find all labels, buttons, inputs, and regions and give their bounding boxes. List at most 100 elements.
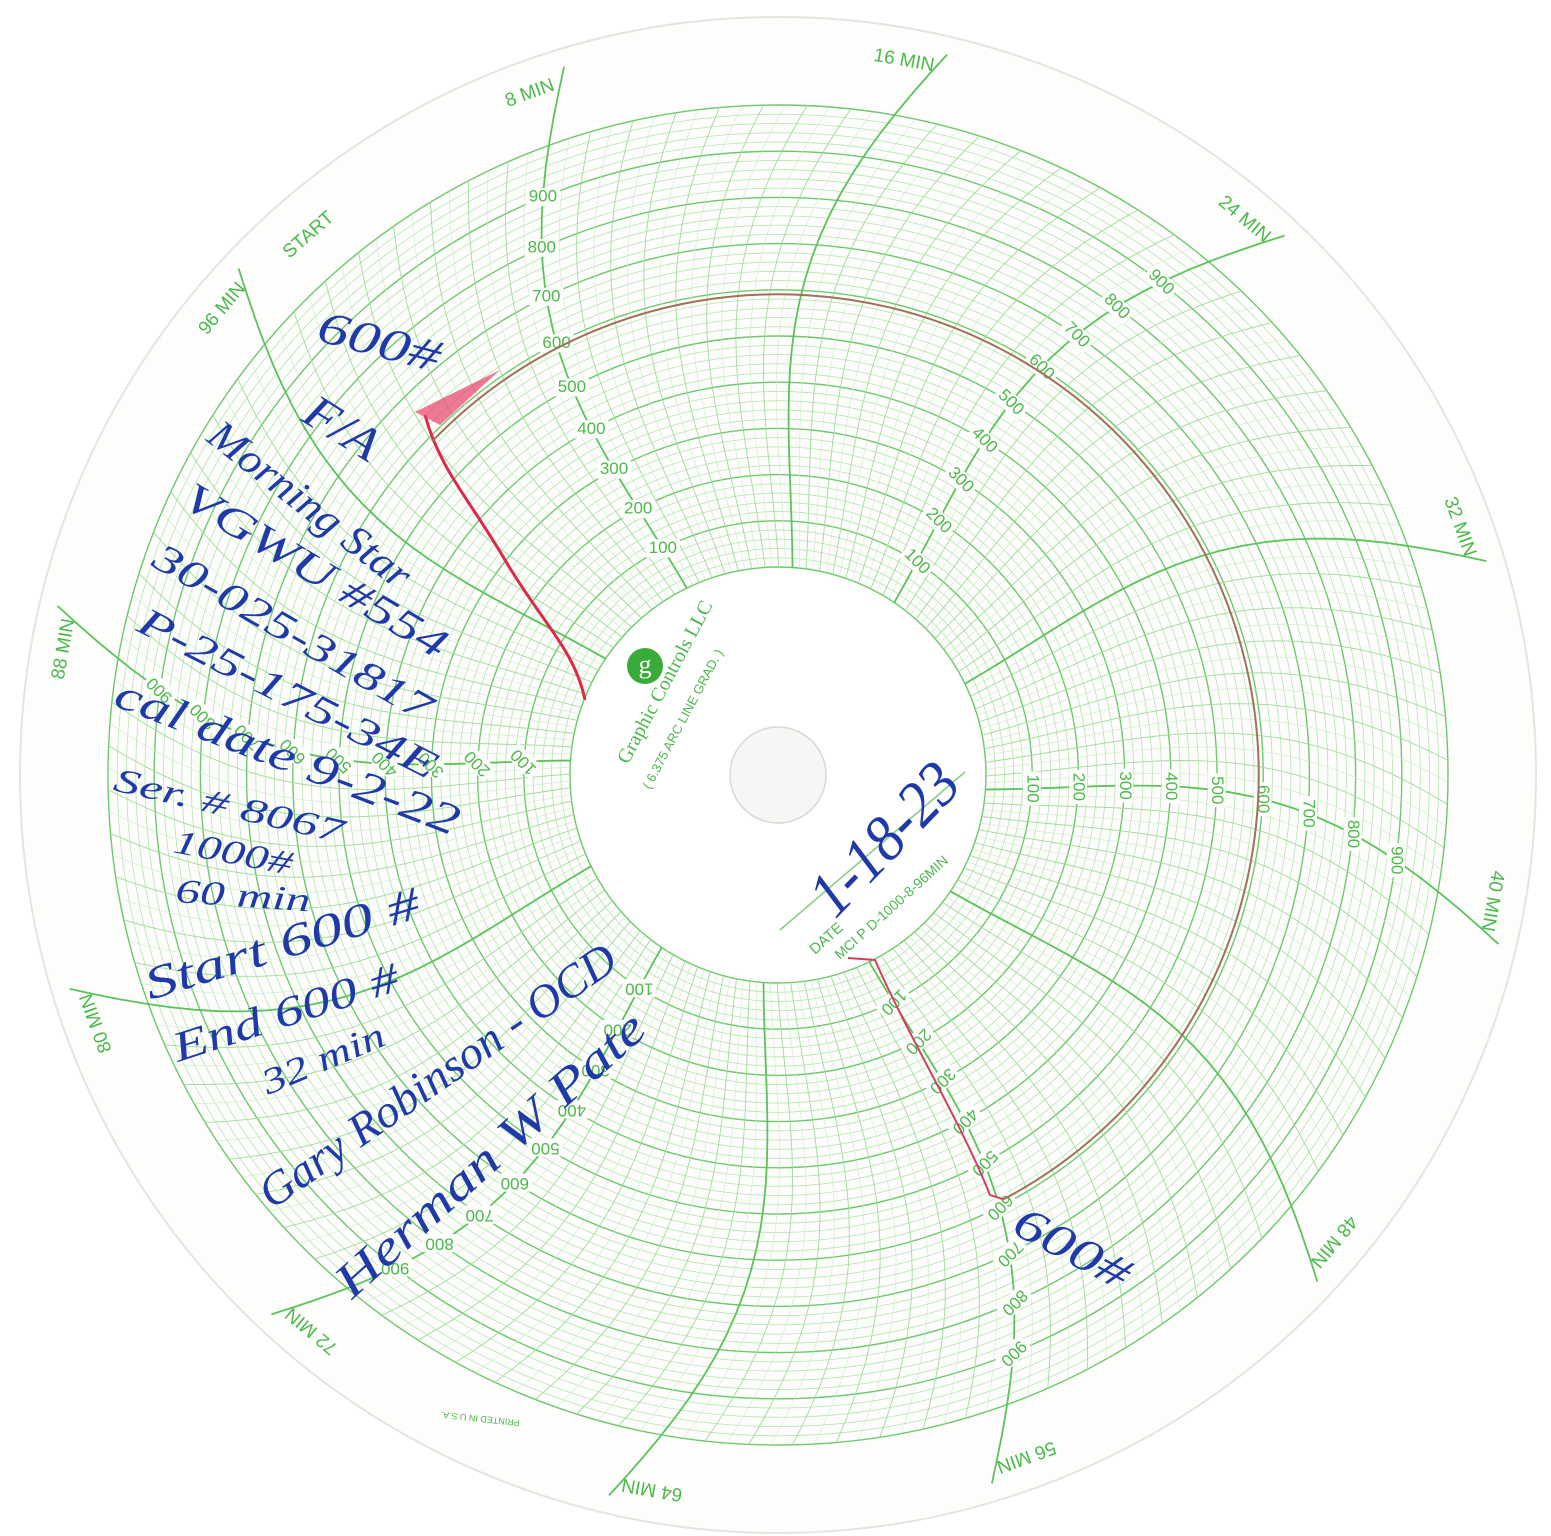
time-line (949, 890, 1319, 1282)
time-line (108, 807, 573, 862)
time-line (593, 125, 706, 581)
time-line (627, 116, 719, 576)
scale-label: 500 (1208, 776, 1227, 804)
ring (283, 280, 1273, 1270)
time-line (183, 889, 605, 1085)
scale-label-bg (185, 697, 222, 735)
scale-label-bg (874, 983, 912, 1020)
time-line (706, 104, 764, 569)
scale-label: 600 (501, 1174, 529, 1193)
scale-label-bg (422, 1234, 457, 1253)
time-line (494, 971, 711, 1383)
scale-label-bg (1299, 796, 1317, 831)
time-line (643, 112, 726, 575)
ring (467, 464, 1089, 1086)
time-line (229, 911, 622, 1160)
ring (218, 215, 1338, 1335)
scale-label-bg (525, 188, 560, 207)
time-line (449, 191, 658, 606)
ring (310, 307, 1246, 1243)
time-line (910, 306, 1257, 615)
time-line (830, 975, 913, 1438)
time-line (856, 967, 980, 1419)
ring (181, 178, 1375, 1372)
time-line (237, 378, 599, 671)
scale-label-bg (528, 1138, 563, 1157)
time-line (776, 111, 873, 568)
time-line (608, 982, 769, 1497)
scale-label: 500 (531, 1139, 559, 1158)
time-line (954, 885, 1306, 1189)
scale-label: 200 (1070, 773, 1089, 801)
time-line (749, 106, 830, 568)
time-line (933, 912, 1232, 1270)
time-line (748, 982, 821, 1445)
scale-label: 400 (1162, 772, 1181, 800)
time-line (825, 142, 1001, 573)
time-line (324, 280, 623, 638)
time-line (980, 656, 1444, 729)
time-line (69, 865, 592, 1013)
time-line (132, 594, 573, 741)
ring (107, 104, 1449, 1446)
brand-logo: g (639, 650, 652, 679)
scale-label: 800 (1344, 820, 1363, 848)
time-line (411, 213, 647, 614)
scale-label-bg (994, 1334, 1032, 1372)
scale-label-bg (1057, 316, 1095, 354)
time-line (947, 446, 1362, 655)
ring (458, 455, 1098, 1095)
scale-label-bg (992, 384, 1029, 422)
time-line (972, 590, 1428, 703)
ring (320, 317, 1236, 1233)
time-line (119, 834, 579, 926)
scale-label-bg (621, 500, 656, 519)
scale-label: 700 (1300, 799, 1319, 827)
scale-label: 700 (532, 286, 560, 305)
time-line (112, 821, 576, 894)
scale-label-bg (946, 1102, 983, 1140)
scale-label-bg (898, 543, 936, 581)
scale-label-bg (1343, 817, 1362, 851)
scale-label-bg (554, 378, 589, 397)
time-line (293, 311, 614, 649)
time-line (837, 974, 929, 1434)
time-line (201, 433, 590, 689)
time-line (817, 979, 881, 1443)
scale-label-bg (965, 1144, 1003, 1181)
time-line (984, 802, 1430, 935)
scale-label-bg (1142, 264, 1180, 301)
time-line (212, 414, 593, 683)
time-line (299, 935, 646, 1244)
time-line (194, 895, 609, 1104)
time-line (980, 822, 1411, 998)
time-line (898, 944, 1107, 1359)
ring (135, 132, 1421, 1418)
time-line (985, 718, 1449, 783)
time-line (915, 321, 1273, 620)
time-line (977, 624, 1437, 716)
time-line (659, 109, 732, 573)
scale-label-bg (505, 743, 543, 780)
time-line (108, 745, 571, 818)
scale-label-bg (578, 1060, 613, 1079)
ring (569, 566, 987, 984)
time-line (974, 842, 1386, 1059)
time-line (597, 980, 744, 1421)
trace-spike (415, 370, 500, 425)
time-line (903, 940, 1127, 1348)
time-line (107, 767, 571, 832)
time-line (919, 927, 1181, 1312)
ring (375, 372, 1181, 1178)
ring (301, 298, 1255, 1252)
ring (273, 270, 1283, 1280)
scale-label-bg (995, 1283, 1033, 1321)
time-line (824, 977, 897, 1441)
scale-label: 100 (649, 538, 677, 557)
time-line (978, 640, 1441, 723)
time-line (845, 167, 1062, 579)
scale-label-bg (413, 746, 450, 783)
time-line (832, 150, 1022, 575)
scale-label: 100 (625, 980, 653, 999)
